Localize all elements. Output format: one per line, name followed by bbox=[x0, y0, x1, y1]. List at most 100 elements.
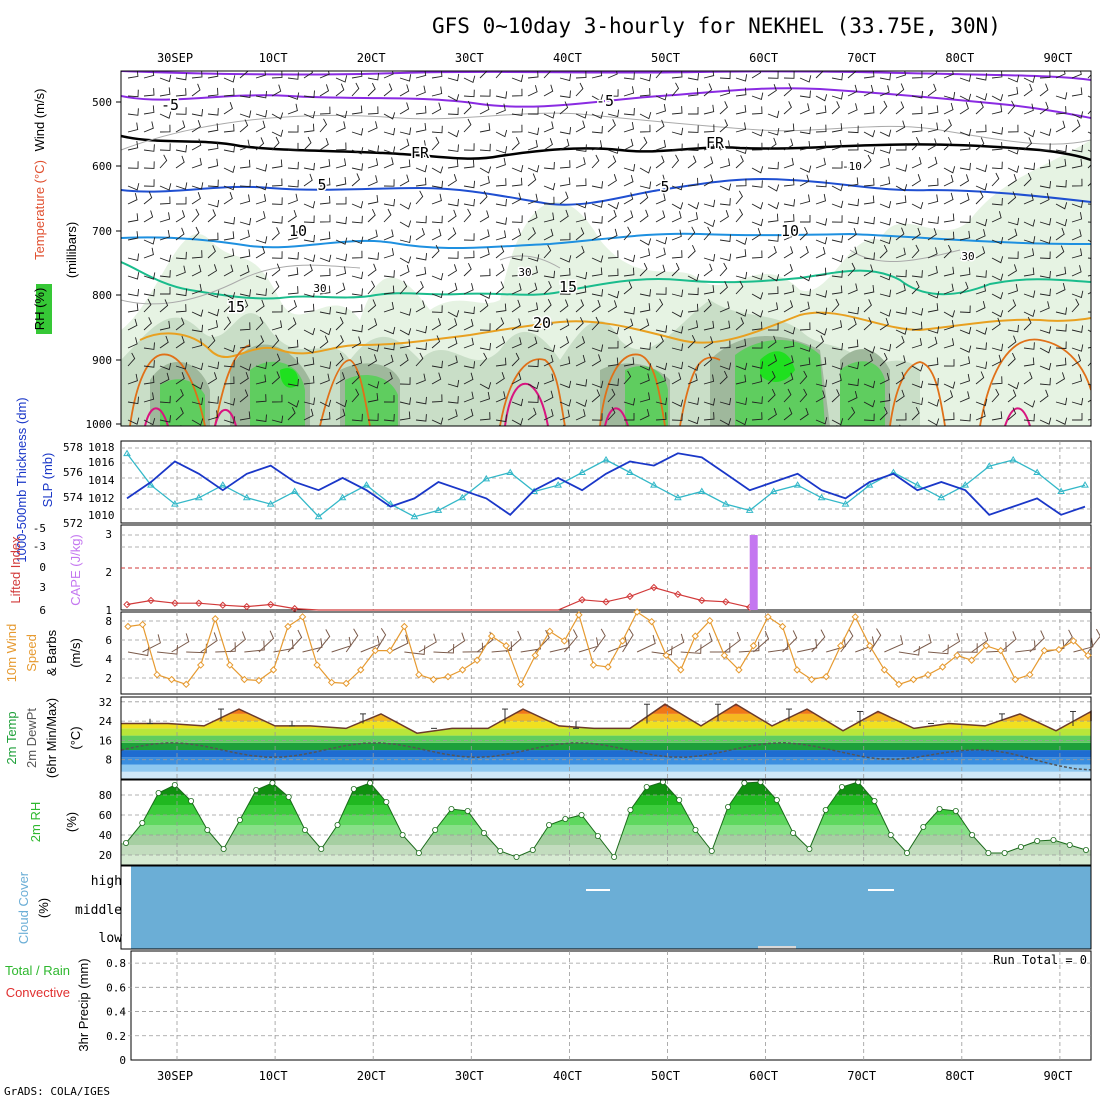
wind-barb bbox=[1055, 71, 1066, 79]
wind-barb bbox=[927, 247, 938, 259]
wind-barb bbox=[799, 344, 812, 352]
wind-barb bbox=[623, 164, 636, 172]
wind-barb bbox=[607, 357, 619, 367]
wind-barb bbox=[751, 228, 761, 241]
wind-barb bbox=[863, 400, 876, 408]
wind-barb bbox=[639, 289, 652, 297]
wind-barb bbox=[239, 159, 251, 169]
wind-barb bbox=[383, 413, 395, 422]
cape-label: CAPE (J/kg) bbox=[68, 534, 83, 606]
rh-point bbox=[383, 799, 390, 806]
wind-barb bbox=[687, 202, 700, 210]
wind-barb bbox=[1039, 417, 1052, 425]
wind-barb bbox=[879, 372, 890, 385]
surface-barb bbox=[374, 628, 387, 653]
wind-barb bbox=[175, 251, 187, 260]
wind-barb bbox=[927, 71, 938, 79]
wind-point bbox=[677, 666, 685, 674]
wind-barb bbox=[319, 214, 331, 223]
wind-barb bbox=[975, 284, 987, 295]
wind-barb bbox=[223, 75, 236, 83]
wind-barb bbox=[655, 362, 668, 371]
wind-barb bbox=[1071, 248, 1083, 259]
wind-barb bbox=[703, 199, 716, 208]
wind-barb bbox=[271, 251, 283, 259]
wind-point bbox=[284, 622, 292, 631]
wind-barb bbox=[495, 414, 507, 423]
wind-barb bbox=[143, 247, 154, 259]
wind-barb bbox=[751, 341, 763, 349]
wind-barb bbox=[223, 316, 232, 331]
wind-barb bbox=[159, 111, 172, 119]
wind-barb bbox=[1055, 144, 1067, 153]
surface-barb bbox=[1000, 631, 1017, 653]
wind-barb bbox=[1007, 324, 1019, 333]
wind-barb bbox=[959, 373, 971, 385]
wind-point bbox=[124, 622, 132, 631]
rh-point bbox=[318, 846, 325, 853]
wind-barb bbox=[271, 112, 284, 120]
thickness-point bbox=[769, 487, 778, 494]
wind-barb bbox=[815, 237, 828, 245]
wind-barb bbox=[543, 71, 552, 79]
wind-barb bbox=[639, 373, 650, 385]
wind-barb bbox=[991, 354, 1002, 367]
wind-barb bbox=[191, 226, 200, 241]
wind-barb bbox=[831, 235, 844, 243]
wind-barb bbox=[335, 372, 346, 385]
wind-barb bbox=[495, 391, 506, 403]
wind-barb bbox=[383, 395, 395, 403]
wind-barb bbox=[559, 160, 571, 169]
wind-barb bbox=[303, 408, 314, 421]
surface-barb bbox=[709, 643, 731, 653]
thickness-point bbox=[793, 481, 802, 488]
wind-barb bbox=[351, 271, 364, 280]
wind-barb bbox=[767, 323, 779, 331]
wind-barb bbox=[1039, 218, 1052, 226]
wind-barb bbox=[127, 288, 140, 297]
wind-barb bbox=[527, 381, 540, 390]
wind-barb bbox=[639, 318, 650, 331]
surface-barb bbox=[695, 632, 713, 653]
wind-barb bbox=[287, 267, 299, 277]
wind-barb bbox=[447, 144, 459, 152]
wind-barb bbox=[447, 310, 460, 318]
wind-barb bbox=[127, 231, 139, 241]
wind-barb bbox=[1071, 87, 1083, 97]
wind-barb bbox=[1039, 362, 1052, 371]
wind-barb bbox=[735, 374, 747, 385]
wind-point bbox=[647, 617, 656, 626]
minmax-label: (6hr Min/Max) bbox=[44, 698, 59, 778]
wind-barb bbox=[575, 157, 586, 169]
wind-barb bbox=[255, 414, 267, 423]
wind-barb bbox=[767, 234, 779, 242]
contour-5 bbox=[121, 177, 1091, 206]
wind-barb bbox=[239, 264, 250, 277]
wind-barb bbox=[336, 429, 346, 438]
wind-barb bbox=[1055, 227, 1065, 241]
wind-point bbox=[182, 680, 190, 689]
wind-barb bbox=[159, 372, 170, 385]
thickness-markers bbox=[123, 449, 1089, 520]
wind-barb bbox=[639, 248, 651, 259]
wind-barb bbox=[639, 124, 651, 133]
wind-barb bbox=[479, 342, 492, 351]
wind-barb bbox=[1007, 389, 1017, 403]
top-date-5: 50CT bbox=[651, 51, 680, 65]
surface-barb bbox=[680, 644, 702, 654]
wind-barb bbox=[351, 147, 364, 155]
wind-barb bbox=[511, 318, 522, 331]
wind-barb bbox=[767, 335, 777, 349]
pressure-tick: 600 bbox=[92, 160, 112, 173]
wind-barb bbox=[847, 361, 860, 370]
rh-point bbox=[236, 817, 243, 824]
wind-barb bbox=[607, 71, 618, 79]
wind-barb bbox=[527, 395, 539, 403]
wind-barb bbox=[799, 75, 812, 83]
precip-tick: 0.2 bbox=[106, 1030, 126, 1043]
wind-barb bbox=[863, 147, 876, 155]
wind-barb bbox=[671, 143, 683, 152]
thickness-point bbox=[147, 481, 155, 488]
cloud-tick: middle bbox=[75, 903, 122, 918]
